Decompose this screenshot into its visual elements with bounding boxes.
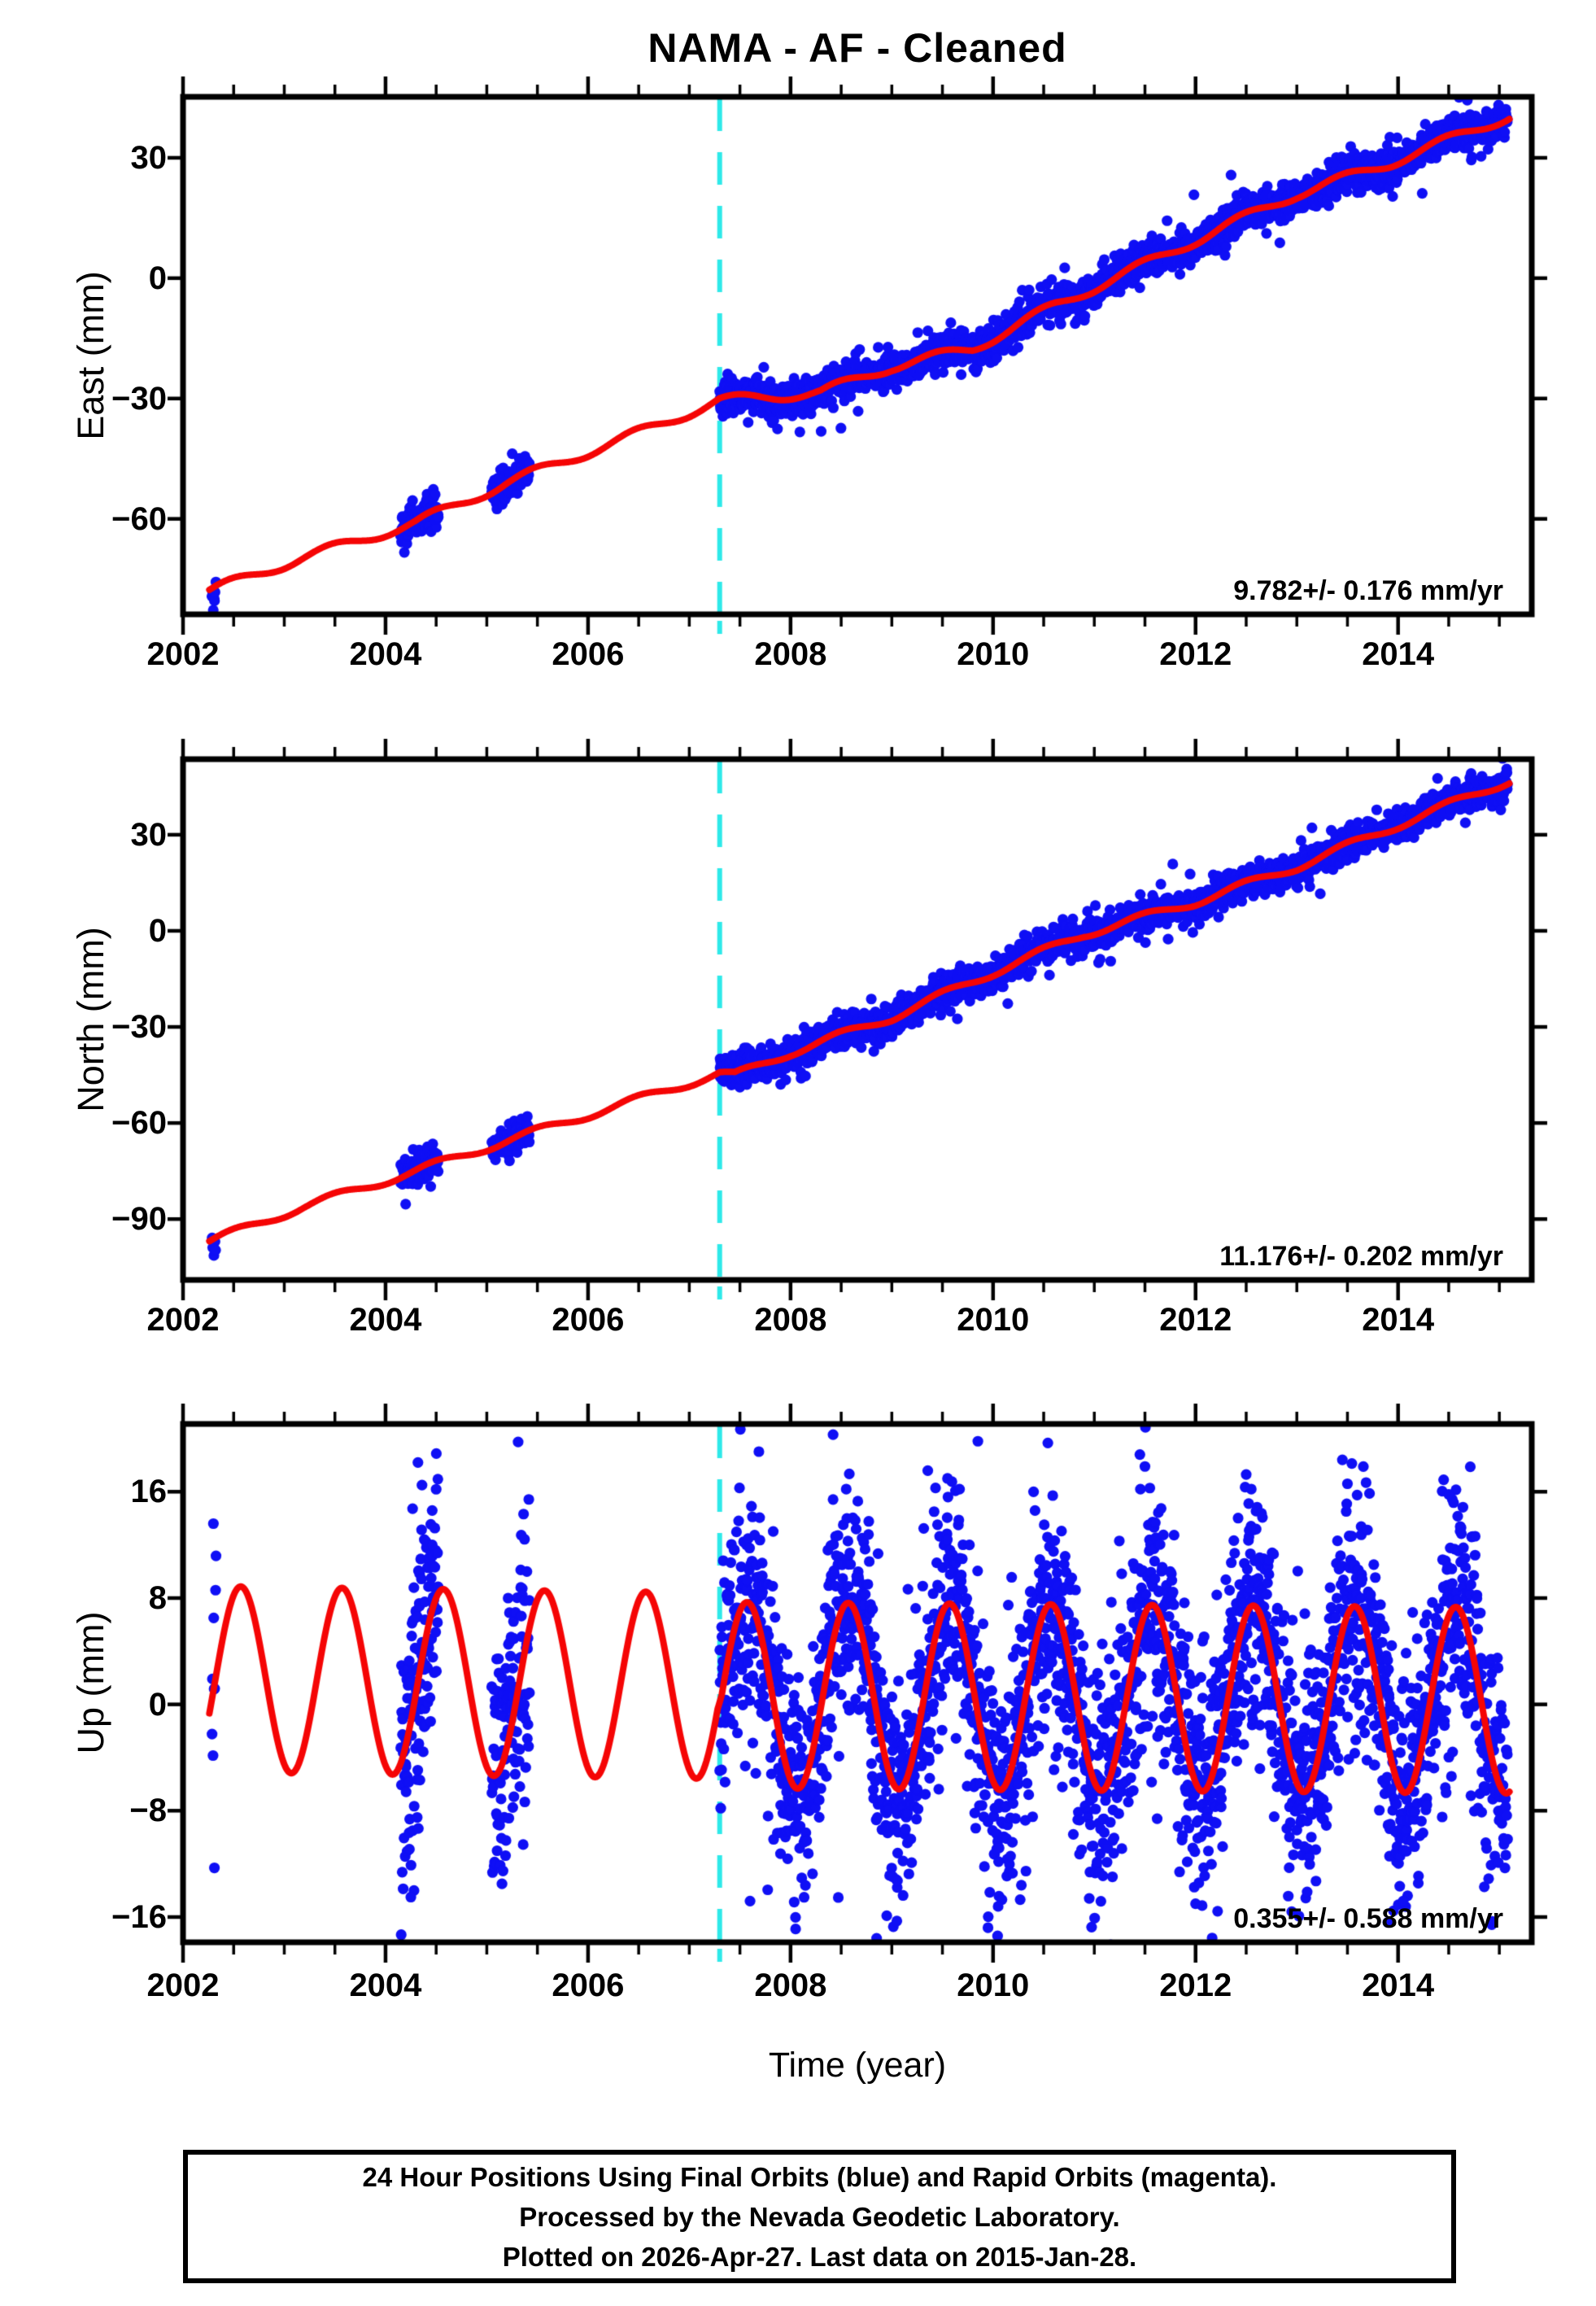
y-tick-label-north: −30: [111, 1009, 167, 1046]
caption-line-plotted: Plotted on 2026-Apr-27. Last data on 201…: [502, 2241, 1137, 2272]
x-tick-label: 2008: [754, 636, 827, 672]
y-tick-label-east: −30: [111, 380, 167, 417]
page-title: NAMA - AF - Cleaned: [648, 25, 1067, 71]
y-tick-label-east: −60: [111, 500, 167, 537]
x-tick-label: 2014: [1362, 636, 1435, 672]
y-tick-label-up: −8: [129, 1793, 167, 1829]
x-tick-label: 2004: [349, 1302, 422, 1338]
x-tick-label: 2010: [957, 636, 1030, 672]
x-tick-label: 2002: [146, 1968, 220, 2003]
x-tick-label: 2010: [957, 1968, 1030, 2003]
y-tick-label-north: 30: [130, 816, 168, 853]
x-tick-label: 2002: [146, 636, 220, 672]
x-tick-label: 2012: [1159, 1968, 1232, 2003]
y-tick-label-north: 0: [148, 912, 167, 949]
y-axis-label-up: Up (mm): [70, 1611, 111, 1754]
y-tick-label-east: 30: [130, 139, 168, 176]
y-tick-label-up: −16: [111, 1898, 167, 1935]
y-tick-label-up: 8: [148, 1579, 167, 1616]
rate-annotation-up: 0.355+/- 0.588 mm/yr: [1233, 1903, 1503, 1934]
y-tick-label-east: 0: [148, 260, 167, 296]
x-tick-label: 2004: [349, 1968, 422, 2003]
caption-line-orbits: 24 Hour Positions Using Final Orbits (bl…: [362, 2161, 1277, 2192]
x-tick-label: 2010: [957, 1302, 1030, 1338]
x-axis-label: Time (year): [768, 2046, 947, 2085]
x-tick-label: 2008: [754, 1968, 827, 2003]
y-tick-label-north: −90: [111, 1201, 167, 1238]
rate-annotation-north: 11.176+/- 0.202 mm/yr: [1219, 1241, 1503, 1272]
x-tick-label: 2006: [552, 1968, 625, 2003]
y-tick-label-up: 0: [148, 1686, 167, 1723]
x-tick-label: 2008: [754, 1302, 827, 1338]
x-tick-label: 2014: [1362, 1302, 1435, 1338]
x-tick-label: 2006: [552, 636, 625, 672]
y-tick-label-up: 16: [130, 1474, 168, 1510]
x-tick-label: 2014: [1362, 1968, 1435, 2003]
x-tick-label: 2006: [552, 1302, 625, 1338]
x-tick-label: 2002: [146, 1302, 220, 1338]
y-tick-label-north: −60: [111, 1105, 167, 1142]
x-tick-label: 2012: [1159, 636, 1232, 672]
caption-box: 24 Hour Positions Using Final Orbits (bl…: [183, 2150, 1456, 2283]
x-tick-label: 2004: [349, 636, 422, 672]
caption-line-processed: Processed by the Nevada Geodetic Laborat…: [519, 2201, 1120, 2232]
rate-annotation-east: 9.782+/- 0.176 mm/yr: [1233, 575, 1503, 606]
x-tick-label: 2012: [1159, 1302, 1232, 1338]
